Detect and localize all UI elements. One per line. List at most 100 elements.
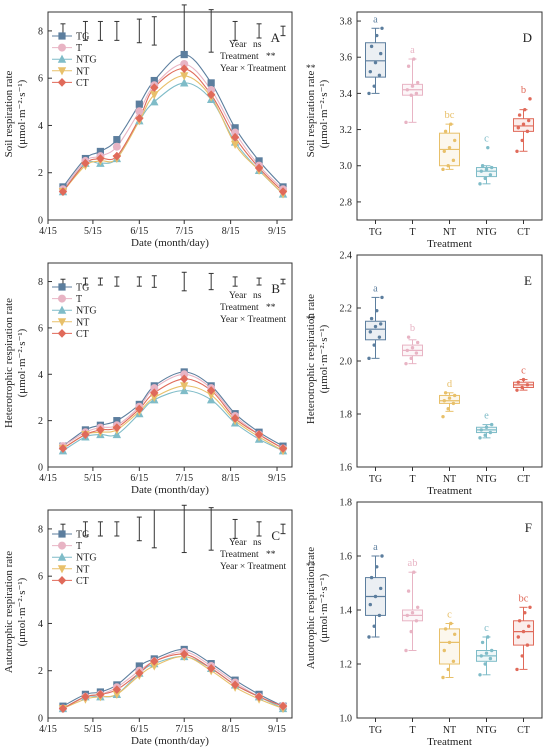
data-point bbox=[375, 565, 379, 569]
data-point-ct bbox=[278, 187, 288, 197]
x-tick-label: 5/15 bbox=[84, 473, 102, 484]
data-point-ct bbox=[278, 444, 288, 453]
significance-letter: b bbox=[410, 323, 415, 334]
legend-label: T bbox=[76, 43, 82, 54]
significance-letter: c bbox=[484, 134, 489, 145]
y-axis-label: Heterotrophic respiration rate bbox=[3, 298, 15, 428]
data-point-ct bbox=[58, 187, 68, 197]
data-point bbox=[368, 330, 372, 334]
data-point-ct bbox=[112, 151, 122, 161]
data-point-ct bbox=[135, 113, 144, 123]
stat-value: ** bbox=[306, 315, 316, 325]
data-point bbox=[369, 44, 374, 49]
legend-marker-tg bbox=[58, 283, 66, 291]
data-point bbox=[447, 640, 452, 645]
x-tick-label: 5/15 bbox=[84, 724, 102, 735]
y-tick-label: 1.2 bbox=[340, 660, 353, 671]
data-point bbox=[441, 675, 445, 680]
y-tick-label: 2.8 bbox=[340, 197, 353, 208]
x-tick-label: 7/15 bbox=[175, 724, 193, 735]
data-point bbox=[443, 391, 448, 395]
data-point-t bbox=[180, 370, 189, 379]
legend-marker-t bbox=[58, 43, 66, 52]
significance-letter: e bbox=[484, 411, 489, 422]
error-bar bbox=[97, 521, 103, 537]
data-point bbox=[410, 346, 415, 350]
data-point-ct bbox=[150, 83, 159, 93]
y-tick-label: 2.4 bbox=[340, 251, 353, 262]
data-point bbox=[406, 589, 411, 593]
x-tick-label: TG bbox=[369, 227, 382, 238]
series-line-nt bbox=[62, 75, 284, 195]
error-bar bbox=[256, 521, 262, 537]
data-point bbox=[451, 158, 456, 163]
data-point bbox=[416, 80, 420, 85]
y-tick-label: 2.2 bbox=[340, 304, 353, 315]
x-tick-label: 9/15 bbox=[268, 473, 286, 484]
stat-label: Year bbox=[229, 538, 247, 548]
y-tick-label: 0 bbox=[38, 463, 43, 474]
significance-letter: b bbox=[521, 85, 526, 96]
stat-value: ** bbox=[266, 52, 276, 62]
y-axis-unit: (μmol·m⁻²·s⁻¹) bbox=[318, 324, 330, 393]
stat-value: ** bbox=[266, 303, 276, 313]
error-bar bbox=[208, 507, 214, 551]
data-point bbox=[446, 667, 450, 672]
y-tick-label: 8 bbox=[38, 26, 43, 37]
data-point bbox=[488, 173, 493, 177]
panel-label: F bbox=[525, 520, 532, 535]
x-tick-label: NT bbox=[443, 227, 456, 238]
data-point-ct bbox=[81, 692, 90, 702]
x-tick-label: CT bbox=[517, 725, 530, 736]
significance-letter: bc bbox=[445, 110, 455, 121]
data-point bbox=[380, 554, 384, 558]
data-point bbox=[520, 138, 524, 143]
y-tick-label: 2 bbox=[38, 416, 43, 427]
error-bar bbox=[232, 518, 238, 539]
legend-label: NT bbox=[76, 66, 89, 77]
plot-frame bbox=[47, 509, 293, 719]
data-point bbox=[523, 107, 527, 112]
series-line-ct bbox=[62, 653, 284, 709]
data-point bbox=[442, 399, 446, 403]
legend-marker-ct bbox=[57, 78, 67, 87]
legend-marker-ntg bbox=[57, 54, 67, 63]
legend-label: T bbox=[76, 541, 82, 552]
legend-label: TG bbox=[76, 530, 89, 541]
data-point bbox=[380, 26, 384, 30]
panel-label: D bbox=[523, 30, 532, 45]
y-tick-label: 8 bbox=[38, 277, 43, 288]
data-point bbox=[379, 51, 383, 56]
y-tick-label: 4 bbox=[38, 121, 43, 132]
y-tick-label: 0 bbox=[38, 714, 43, 725]
data-point bbox=[377, 73, 382, 78]
stat-label: Year bbox=[229, 291, 247, 301]
data-point bbox=[478, 182, 482, 186]
data-point bbox=[478, 436, 482, 440]
box-t: ab bbox=[402, 558, 423, 653]
data-point-tg bbox=[96, 147, 104, 156]
line-panel-B: 0 2 4 6 8 4/15 5/15 6/15 7/15 8/15 9/15 Date (month… bbox=[3, 262, 316, 496]
error-bar bbox=[136, 516, 142, 542]
x-tick-label: CT bbox=[517, 474, 530, 485]
data-point-nt bbox=[150, 662, 159, 671]
box-t: b bbox=[402, 323, 423, 366]
series-line-ntg bbox=[62, 389, 284, 452]
data-point bbox=[515, 388, 519, 392]
y-tick-label: 6 bbox=[38, 572, 43, 583]
box-nt: bc bbox=[439, 110, 460, 172]
error-bar bbox=[114, 20, 120, 41]
x-tick-label: T bbox=[409, 474, 415, 485]
y-tick-label: 1.6 bbox=[340, 463, 353, 474]
data-point-ct bbox=[230, 680, 240, 690]
data-point-ct bbox=[96, 689, 105, 699]
y-tick-label: 6 bbox=[38, 74, 43, 85]
y-tick-label: 8 bbox=[38, 524, 43, 535]
data-point bbox=[369, 316, 374, 321]
legend-label: NTG bbox=[76, 553, 97, 564]
data-point-tg bbox=[207, 79, 215, 87]
data-point bbox=[442, 149, 446, 153]
x-tick-label: 6/15 bbox=[130, 226, 148, 237]
data-point bbox=[442, 648, 446, 653]
y-tick-label: 6 bbox=[38, 323, 43, 334]
